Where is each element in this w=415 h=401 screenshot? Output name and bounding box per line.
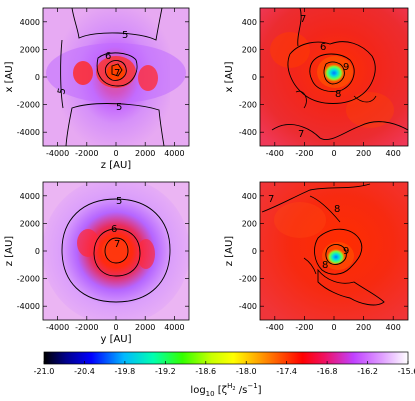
- contour-label-top-right-5: 7: [298, 129, 304, 140]
- colorbar-label-sub: 10: [206, 390, 215, 398]
- yaxis-label-top-left: x [AU]: [4, 61, 15, 92]
- ytick-label-bottom-left-3: -2000: [17, 275, 40, 284]
- contour-label-bottom-right-2: 7: [268, 194, 274, 205]
- xtick-label-top-left-3: 2000: [135, 149, 155, 158]
- ytick-label-top-right-0: 400: [242, 18, 257, 27]
- contour-label-bottom-left-3: 7: [114, 239, 120, 250]
- contour-label-top-right-1: 7: [300, 14, 306, 25]
- colorbar-ticks: -21.0 -20.4 -19.8 -19.2 -18.6 -18.0 -17.4 -16.8…: [34, 361, 415, 376]
- colorbar: -21.0 -20.4 -19.8 -19.2 -18.6 -18.0 -17.4 -16.8…: [34, 351, 415, 398]
- contour-label-top-right-2: 6: [320, 42, 326, 53]
- xtick-label-top-right-2: 0: [331, 149, 336, 158]
- colorbar-tick-label-1: -20.4: [74, 367, 95, 376]
- colorbar-label-exp: −1: [247, 382, 257, 390]
- ytick-label-top-left-3: -2000: [17, 101, 40, 110]
- xaxis-label-top-left: z [AU]: [101, 160, 131, 171]
- axes-layer: -4000 -2000 0 2000 4000400020000-2000-4000z …: [4, 8, 408, 345]
- ytick-label-bottom-right-4: -400: [239, 302, 257, 311]
- xtick-label-bottom-left-2: 0: [113, 323, 118, 332]
- ytick-label-top-right-2: 0: [252, 73, 257, 82]
- xtick-label-bottom-right-4: 400: [386, 323, 401, 332]
- contour-label-top-left-4: 5: [116, 102, 122, 113]
- xtick-label-top-right-3: 200: [356, 149, 371, 158]
- colorbar-label-h2: 2: [232, 386, 235, 392]
- panel-top-right-heatmap: [260, 8, 408, 146]
- contour-label-top-left-5: 5: [56, 87, 68, 96]
- contour-label-top-left-3: 7: [114, 68, 120, 79]
- colorbar-tick-label-6: -17.4: [276, 367, 297, 376]
- ytick-label-bottom-left-0: 4000: [20, 192, 40, 201]
- xtick-label-bottom-right-0: -400: [266, 323, 284, 332]
- xtick-label-top-right-1: -200: [295, 149, 313, 158]
- panel-top-left: 5 6 7 5 5: [42, 7, 190, 147]
- contour-label-bottom-left-2: 6: [111, 224, 117, 235]
- ytick-label-bottom-right-1: 200: [242, 219, 257, 228]
- xtick-label-top-left-4: 4000: [164, 149, 184, 158]
- xtick-label-bottom-left-3: 2000: [135, 323, 155, 332]
- panel-top-right: 7 6 9 8 7: [259, 7, 409, 147]
- colorbar-label-log: log: [190, 385, 205, 396]
- xtick-label-top-left-2: 0: [113, 149, 118, 158]
- xtick-label-bottom-right-3: 200: [356, 323, 371, 332]
- ytick-label-top-left-4: -4000: [17, 128, 40, 137]
- panel-bottom-left-heatmap: [43, 182, 189, 320]
- contour-label-top-right-3: 9: [343, 62, 349, 73]
- contour-label-bottom-right-1: 8: [334, 204, 340, 215]
- contour-label-bottom-left-1: 5: [116, 196, 122, 207]
- panel-bottom-right-heatmap: [260, 182, 408, 320]
- panel-bottom-left: 5 6 7: [42, 181, 190, 321]
- yaxis-label-top-right: x [AU]: [224, 61, 235, 92]
- contour-label-top-left-2: 6: [105, 51, 111, 62]
- colorbar-gradient: [43, 351, 409, 365]
- yaxis-label-bottom-right: z [AU]: [224, 236, 235, 266]
- colorbar-tick-label-4: -18.6: [195, 367, 216, 376]
- colorbar-label: log10 [ζH2 /s−1]: [190, 382, 261, 398]
- panel-top-left-heatmap: [43, 8, 189, 146]
- xtick-label-bottom-left-4: 4000: [164, 323, 184, 332]
- colorbar-tick-label-2: -19.8: [115, 367, 136, 376]
- colorbar-tick-label-5: -18.0: [236, 367, 257, 376]
- contour-label-top-left-1: 5: [122, 30, 128, 41]
- colorbar-label-zeta: [ζ: [215, 385, 228, 396]
- panel-bottom-right: 8 7 9 8: [259, 181, 409, 321]
- ytick-label-bottom-right-3: -200: [239, 275, 257, 284]
- xtick-label-bottom-left-0: -4000: [46, 323, 69, 332]
- ytick-label-top-left-2: 0: [35, 73, 40, 82]
- colorbar-label-per-s: /s: [236, 385, 248, 396]
- contour-label-bottom-right-4: 8: [322, 260, 328, 271]
- xtick-label-top-right-0: -400: [266, 149, 284, 158]
- colorbar-label-end: ]: [258, 385, 262, 396]
- contour-label-bottom-right-3: 9: [343, 246, 349, 257]
- ytick-label-bottom-right-2: 0: [252, 247, 257, 256]
- xtick-label-top-left-1: -2000: [75, 149, 98, 158]
- xtick-label-bottom-right-2: 0: [331, 323, 336, 332]
- colorbar-label-h: H: [227, 382, 232, 390]
- xtick-label-top-left-0: -4000: [46, 149, 69, 158]
- xtick-label-bottom-left-1: -2000: [75, 323, 98, 332]
- ytick-label-bottom-left-1: 2000: [20, 219, 40, 228]
- xaxis-label-bottom-left: y [AU]: [100, 334, 131, 345]
- ytick-label-top-left-0: 4000: [20, 18, 40, 27]
- yaxis-label-bottom-left: z [AU]: [4, 236, 15, 266]
- ytick-label-top-right-1: 200: [242, 45, 257, 54]
- colorbar-tick-label-3: -19.2: [155, 367, 176, 376]
- xtick-label-top-right-4: 400: [386, 149, 401, 158]
- ytick-label-bottom-right-0: 400: [242, 192, 257, 201]
- colorbar-tick-label-9: -15.6: [398, 367, 415, 376]
- colorbar-tick-label-8: -16.2: [357, 367, 378, 376]
- ytick-label-bottom-left-2: 0: [35, 247, 40, 256]
- ytick-label-top-left-1: 2000: [20, 45, 40, 54]
- ytick-label-bottom-left-4: -4000: [17, 302, 40, 311]
- ytick-label-top-right-4: -400: [239, 128, 257, 137]
- colorbar-tick-label-7: -16.8: [317, 367, 338, 376]
- contour-label-top-right-4: 8: [335, 89, 341, 100]
- ytick-label-top-right-3: -200: [239, 101, 257, 110]
- xtick-label-bottom-right-1: -200: [295, 323, 313, 332]
- colorbar-tick-label-0: -21.0: [34, 367, 55, 376]
